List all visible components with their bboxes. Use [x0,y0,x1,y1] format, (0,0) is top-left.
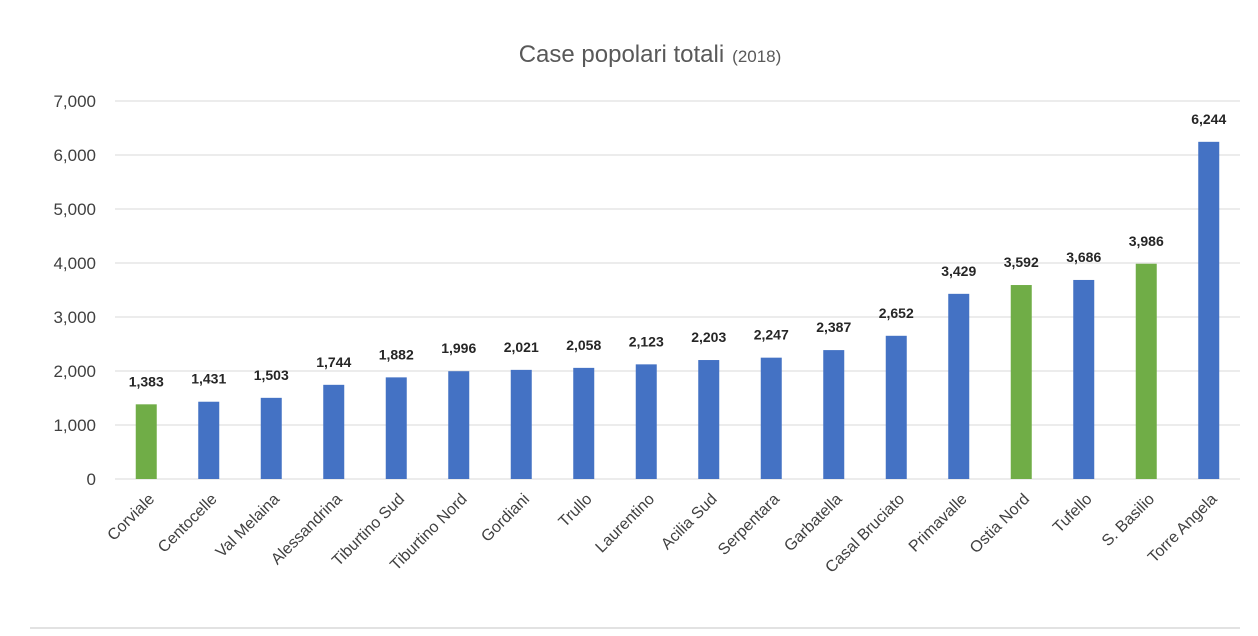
x-tick-label: Acilia Sud [658,491,720,553]
bar [698,360,720,479]
bar [323,384,345,479]
x-tick-label: Laurentino [593,491,659,557]
bar [823,350,845,479]
bar [573,367,595,479]
data-label: 3,686 [1066,249,1101,265]
chart-title-subtitle: (2018) [732,47,781,66]
data-label: 1,882 [379,346,414,362]
data-label: 1,744 [316,354,351,370]
bar [198,401,220,479]
data-label: 2,021 [504,339,539,355]
x-tick-label: Centocelle [155,491,221,557]
data-label: 3,592 [1004,254,1039,270]
bar [1198,141,1220,479]
bar [1135,263,1157,479]
y-tick-label: 6,000 [53,146,96,165]
bar [885,335,907,479]
x-tick-label: Garbatella [781,491,845,555]
bar [260,397,282,479]
x-tick-label: Tufello [1050,491,1096,537]
bar [1010,285,1032,479]
bar [510,369,532,479]
data-label: 1,996 [441,340,476,356]
chart-title-main: Case popolari totali [519,41,724,68]
y-tick-label: 1,000 [53,416,96,435]
data-label: 3,986 [1129,233,1164,249]
x-tick-label: S. Basilio [1099,491,1158,550]
bar [635,364,657,479]
y-tick-label: 5,000 [53,200,96,219]
y-tick-label: 3,000 [53,308,96,327]
x-tick-label: Serpentara [715,491,783,559]
data-label: 2,058 [566,337,601,353]
x-tick-label: Trullo [556,491,596,531]
bars [135,141,1220,479]
y-tick-label: 0 [87,470,96,489]
data-labels: 1,383 1,431 1,503 1,744 1,882 1,996 2,021 2,058… [129,111,1227,389]
bar [448,371,470,479]
gridlines [115,100,1240,480]
y-tick-label: 2,000 [53,362,96,381]
data-label: 2,247 [754,327,789,343]
data-label: 2,203 [691,329,726,345]
data-label: 1,503 [254,367,289,383]
bar [1073,279,1095,479]
data-label: 2,387 [816,319,851,335]
x-tick-label: Primavalle [906,491,971,556]
x-tick-label: Ostia Nord [967,491,1033,557]
x-tick-label: Corviale [105,491,159,545]
data-label: 6,244 [1191,111,1226,127]
y-tick-label: 4,000 [53,254,96,273]
bar [135,404,157,479]
data-label: 1,383 [129,373,164,389]
data-label: 2,652 [879,305,914,321]
y-tick-label: 7,000 [53,92,96,111]
y-axis-ticks: 0 1,000 2,000 3,000 4,000 5,000 6,000 7,000 [53,92,96,489]
data-label: 1,431 [191,371,226,387]
bar [385,377,407,479]
chart-title: Case popolari totali (2018) [519,41,782,68]
bar [760,357,782,479]
data-label: 3,429 [941,263,976,279]
x-tick-label: Gordiani [478,491,533,546]
bar [948,293,970,479]
data-label: 2,123 [629,333,664,349]
